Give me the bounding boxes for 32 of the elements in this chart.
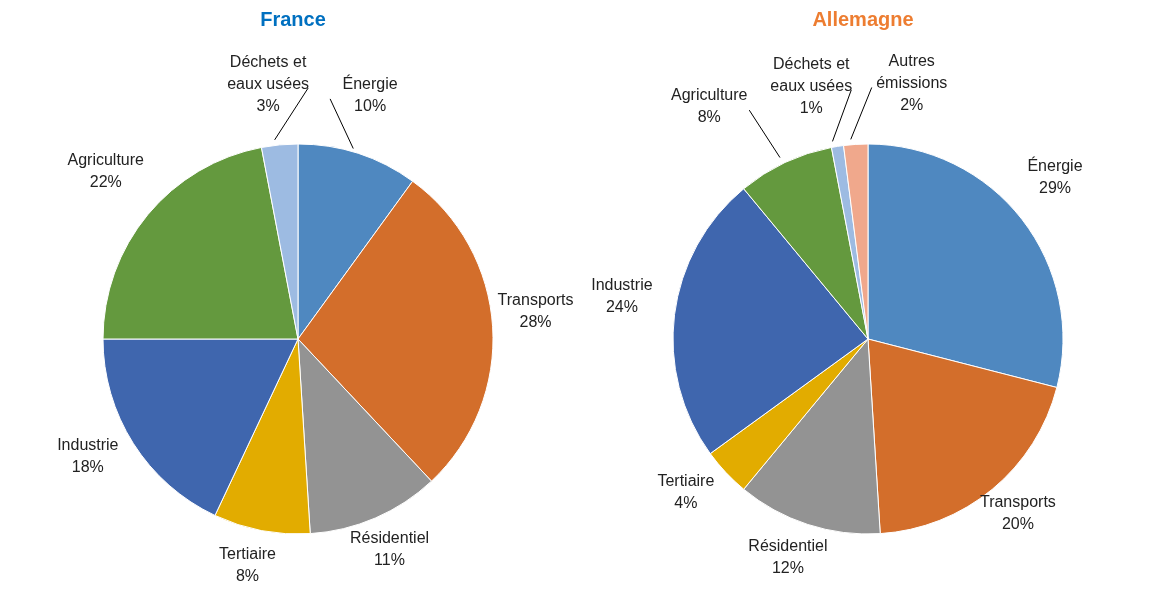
data-label: 11%: [374, 551, 405, 569]
chart-title: France: [259, 8, 327, 31]
data-label: 2%: [900, 96, 924, 114]
slice-label: Déchets et eaux usées: [770, 54, 853, 94]
data-label: 4%: [674, 494, 698, 512]
slice-label: Énergie: [342, 73, 398, 92]
chart-title: Allemagne: [811, 8, 915, 31]
slice-label: Déchets et eaux usées: [227, 53, 310, 93]
data-label: 3%: [256, 97, 280, 115]
data-label: 8%: [235, 566, 260, 584]
data-label: 12%: [771, 559, 804, 577]
data-label: 24%: [605, 297, 638, 315]
data-label: 20%: [1001, 515, 1034, 533]
slice-label: Tertiaire: [219, 544, 277, 562]
data-label: 28%: [519, 312, 552, 330]
slice-label: Autres émissions: [876, 52, 948, 92]
slice-label: Énergie: [1027, 156, 1083, 175]
slice-label: Transports: [979, 493, 1056, 511]
slice-label: Tertiaire: [657, 472, 715, 490]
slice-label: Résidentiel: [349, 529, 430, 547]
data-label: 10%: [354, 96, 387, 114]
data-label: 18%: [71, 458, 104, 476]
slice-label: Résidentiel: [748, 537, 828, 555]
data-label: 29%: [1038, 179, 1072, 197]
slice-label: Industrie: [57, 436, 119, 454]
data-label: 22%: [89, 173, 122, 191]
slice-label: Agriculture: [67, 151, 145, 169]
slice-label: Industrie: [591, 275, 653, 293]
slice-label: Agriculture: [671, 86, 748, 104]
slice-label: Transports: [497, 290, 574, 308]
data-label: 8%: [697, 108, 721, 126]
data-label: 1%: [799, 98, 823, 116]
